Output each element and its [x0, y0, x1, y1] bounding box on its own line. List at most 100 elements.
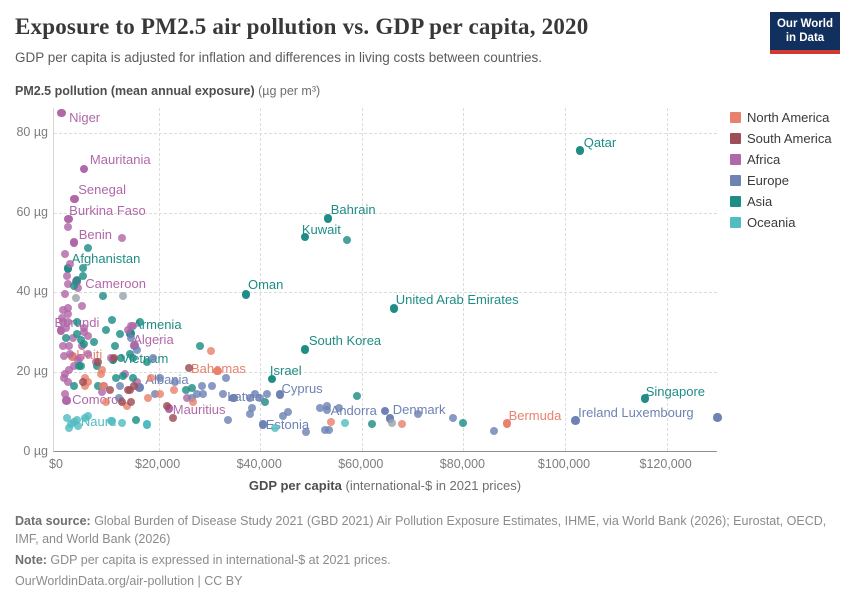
data-point[interactable]	[449, 414, 458, 423]
data-point[interactable]	[98, 388, 107, 397]
country-label[interactable]: United Arab Emirates	[395, 292, 519, 308]
data-point[interactable]	[119, 292, 128, 301]
legend-item-europe[interactable]: Europe	[730, 173, 832, 188]
legend-item-oceania[interactable]: Oceania	[730, 215, 832, 230]
data-point[interactable]	[60, 370, 69, 379]
data-point[interactable]	[101, 398, 110, 407]
license-link[interactable]: OurWorldinData.org/air-pollution | CC BY	[15, 574, 243, 589]
data-point[interactable]	[270, 424, 279, 433]
data-point[interactable]	[189, 398, 198, 407]
data-point[interactable]	[70, 382, 79, 391]
data-point[interactable]	[321, 426, 330, 435]
data-point[interactable]	[66, 350, 75, 359]
data-point[interactable]	[73, 318, 82, 327]
data-point[interactable]	[246, 394, 255, 403]
data-point[interactable]	[101, 326, 110, 335]
country-label[interactable]: Senegal	[78, 181, 126, 197]
data-point-luxembourg[interactable]	[713, 413, 722, 422]
country-label[interactable]: Qatar	[583, 135, 617, 151]
data-point[interactable]	[78, 264, 87, 273]
data-point[interactable]	[63, 223, 72, 232]
data-point[interactable]	[207, 382, 216, 391]
data-point[interactable]	[223, 416, 232, 425]
country-label[interactable]: Luxembourg	[621, 405, 694, 421]
data-point-comoros[interactable]	[62, 396, 71, 405]
data-point[interactable]	[62, 414, 71, 423]
data-point[interactable]	[64, 342, 73, 351]
data-point[interactable]	[110, 354, 119, 363]
country-label[interactable]: Ireland	[578, 405, 618, 421]
data-point[interactable]	[148, 354, 157, 363]
country-label[interactable]: Afghanistan	[71, 251, 141, 267]
data-point[interactable]	[72, 276, 81, 285]
data-point[interactable]	[250, 390, 259, 399]
data-point[interactable]	[143, 394, 152, 403]
data-point[interactable]	[119, 372, 128, 381]
data-point[interactable]	[58, 342, 67, 351]
data-point-latvia[interactable]	[229, 393, 238, 403]
data-point[interactable]	[352, 392, 361, 401]
data-point[interactable]	[64, 310, 73, 319]
data-point[interactable]	[79, 378, 88, 387]
legend-item-africa[interactable]: Africa	[730, 152, 832, 167]
data-point[interactable]	[156, 374, 165, 383]
data-point-benin[interactable]	[69, 238, 79, 247]
legend-item-north-america[interactable]: North America	[730, 110, 832, 125]
data-point-burkina-faso[interactable]	[64, 214, 73, 224]
data-point[interactable]	[327, 418, 336, 427]
data-point-afghanistan[interactable]	[63, 264, 73, 273]
data-point[interactable]	[61, 334, 70, 343]
data-point[interactable]	[122, 402, 131, 411]
data-point[interactable]	[315, 404, 324, 413]
data-point[interactable]	[79, 272, 88, 281]
data-point-burundi[interactable]	[56, 326, 66, 335]
data-point-estonia[interactable]	[258, 420, 268, 429]
legend-item-asia[interactable]: Asia	[730, 194, 832, 209]
data-point[interactable]	[62, 272, 71, 281]
data-point-bermuda[interactable]	[502, 419, 512, 428]
data-point[interactable]	[129, 354, 138, 363]
data-point[interactable]	[83, 244, 92, 253]
data-point[interactable]	[133, 378, 142, 387]
data-point[interactable]	[60, 250, 69, 259]
data-point[interactable]	[181, 386, 190, 395]
data-point[interactable]	[335, 404, 344, 413]
data-point[interactable]	[64, 318, 73, 327]
data-point[interactable]	[64, 280, 73, 289]
data-point[interactable]	[64, 304, 73, 313]
data-point-mauritania[interactable]	[79, 164, 89, 174]
data-point[interactable]	[83, 412, 92, 421]
country-label[interactable]: Singapore	[645, 384, 706, 400]
data-point[interactable]	[84, 350, 93, 359]
data-point-oman[interactable]	[241, 290, 251, 299]
country-label[interactable]: Israel	[269, 362, 302, 378]
country-label[interactable]: Benin	[78, 227, 112, 243]
data-point-niger[interactable]	[57, 108, 66, 118]
data-point[interactable]	[115, 330, 124, 339]
data-point[interactable]	[59, 374, 68, 383]
data-point-nauru[interactable]	[142, 420, 152, 429]
country-label[interactable]: Algeria	[133, 332, 174, 348]
data-point[interactable]	[97, 370, 106, 379]
data-point[interactable]	[218, 390, 227, 399]
data-point[interactable]	[459, 419, 468, 428]
data-point[interactable]	[69, 334, 78, 343]
legend-item-south-america[interactable]: South America	[730, 131, 832, 146]
data-point-qatar[interactable]	[575, 146, 585, 155]
data-point[interactable]	[81, 382, 90, 391]
data-point[interactable]	[128, 374, 137, 383]
country-label[interactable]: Bahrain	[330, 202, 376, 218]
data-point[interactable]	[322, 406, 331, 415]
data-point[interactable]	[118, 234, 127, 243]
data-point-ireland[interactable]	[571, 416, 580, 425]
data-point-armenia[interactable]	[126, 329, 135, 338]
data-point[interactable]	[187, 384, 196, 393]
data-point-bahrain[interactable]	[323, 214, 333, 223]
data-point[interactable]	[107, 416, 116, 425]
data-point[interactable]	[195, 342, 204, 351]
data-point[interactable]	[388, 418, 397, 427]
data-point[interactable]	[80, 340, 89, 349]
data-point[interactable]	[98, 382, 107, 391]
country-label[interactable]: Burkina Faso	[69, 202, 146, 218]
data-point-kuwait[interactable]	[300, 232, 310, 241]
